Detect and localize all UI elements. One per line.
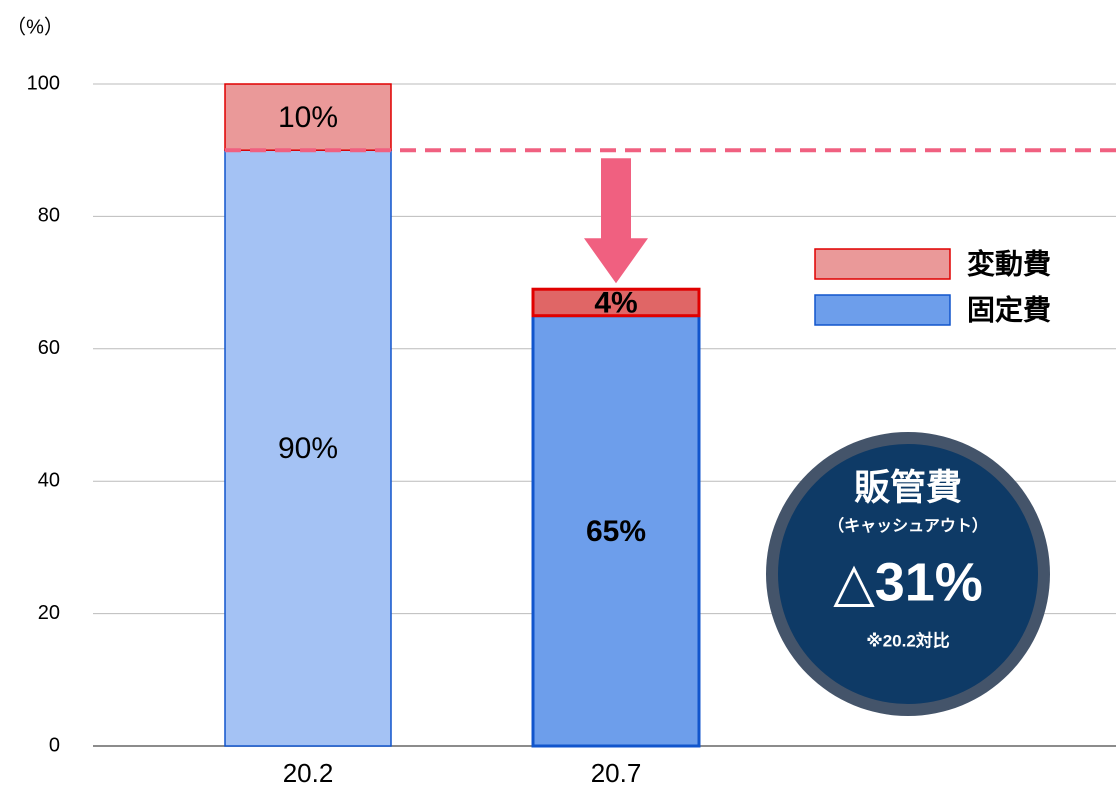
badge-circle <box>778 444 1038 704</box>
legend-swatch <box>814 294 951 326</box>
badge-subtitle: （キャッシュアウト） <box>828 517 988 535</box>
x-tick-label: 20.2 <box>283 758 334 788</box>
y-tick-label: 40 <box>38 469 60 491</box>
arrow <box>584 158 648 284</box>
data-label: 10% <box>278 101 338 134</box>
y-tick-label: 80 <box>38 205 60 227</box>
y-tick-label: 0 <box>49 734 60 756</box>
bar-segment <box>224 83 392 151</box>
badge-value: △31% <box>833 552 983 612</box>
data-label: 4% <box>594 286 637 319</box>
legend-label: 変動費 <box>967 247 1051 279</box>
badge-note: ※20.2対比 <box>866 630 950 650</box>
badge-title: 販管費 <box>854 467 962 508</box>
y-tick-label: 60 <box>38 337 60 359</box>
badge: 販管費 （キャッシュアウト） △31% ※20.2対比 <box>766 432 1050 716</box>
x-tick-label: 20.7 <box>591 758 642 788</box>
data-label: 65% <box>586 515 646 548</box>
y-axis-label: （%） <box>6 15 64 38</box>
bar-segment <box>531 314 701 748</box>
data-label: 90% <box>278 432 338 465</box>
bar-segment <box>531 287 701 318</box>
y-tick-label: 20 <box>38 602 60 624</box>
legend-swatch <box>814 248 951 280</box>
y-tick-label: 100 <box>27 72 60 94</box>
legend-label: 固定費 <box>967 293 1051 325</box>
